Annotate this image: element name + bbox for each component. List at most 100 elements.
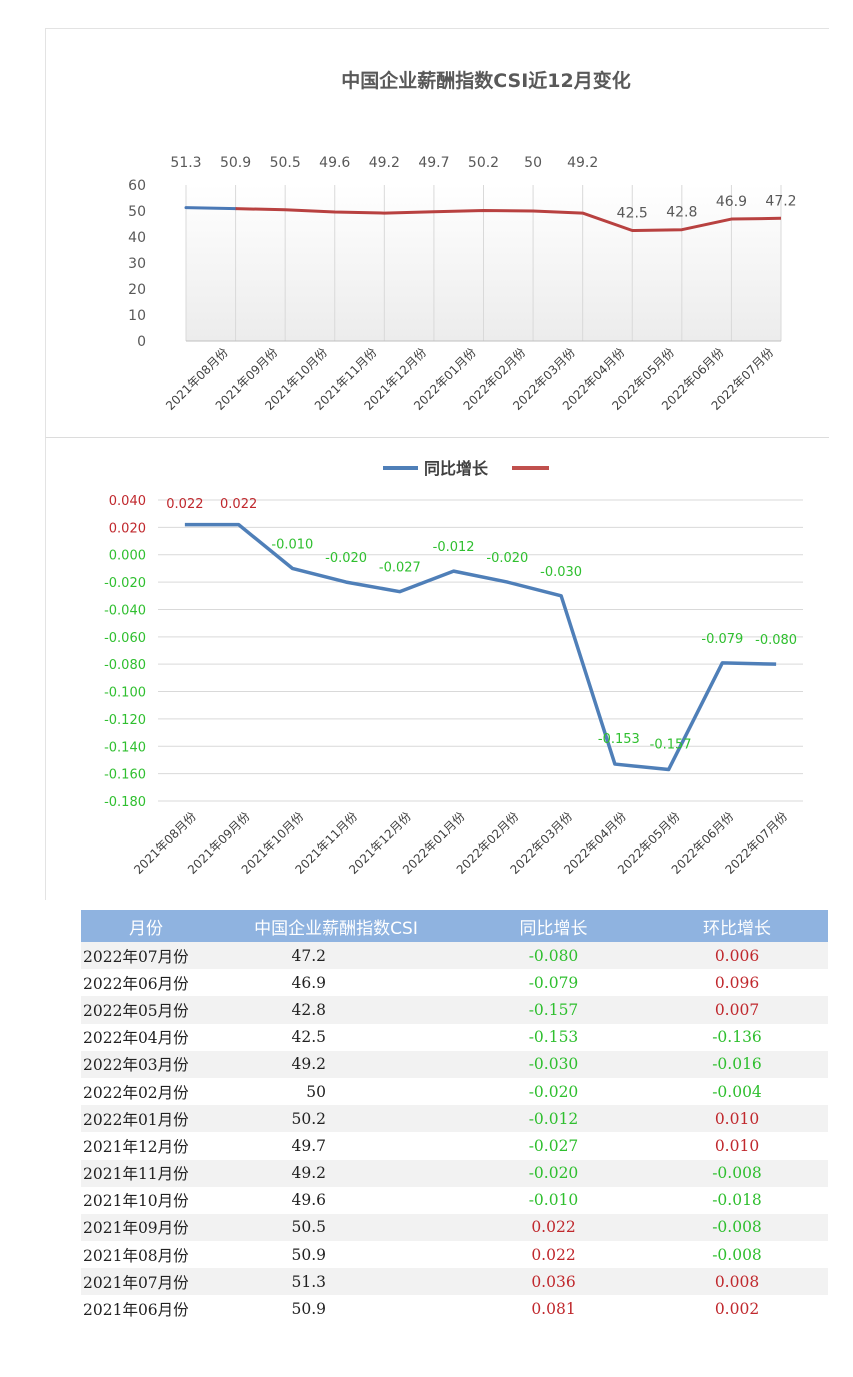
data-label: 50.5 — [270, 155, 301, 171]
cell-month: 2022年03月份 — [81, 1050, 211, 1078]
y-tick-label: 0.000 — [109, 549, 146, 564]
data-label: 0.022 — [166, 497, 203, 512]
cell-month: 2021年09月份 — [81, 1213, 211, 1242]
cell-yoy: -0.153 — [528, 1028, 579, 1047]
cell-mom: 0.007 — [646, 996, 828, 1024]
cell-mom: -0.008 — [646, 1159, 828, 1187]
table-row: 2021年09月份 50.5 0.022 -0.008 — [81, 1213, 828, 1242]
data-label: 49.2 — [567, 155, 598, 171]
cell-mom: 0.006 — [646, 942, 828, 970]
y-tick-label: 0.040 — [109, 494, 146, 509]
yoy-line-chart: 同比增长 0.040 0.020 0.000 -0.020 -0.040 -0.060 -0.… — [104, 459, 803, 877]
y-tick-label: 30 — [128, 256, 146, 272]
yoy-chart-panel: 同比增长 0.040 0.020 0.000 -0.020 -0.040 -0.060 -0.… — [45, 437, 829, 900]
cell-yoy: -0.080 — [461, 942, 646, 970]
y-tick-label: -0.160 — [104, 768, 146, 783]
cell-csi: 50.9 — [291, 1300, 326, 1319]
data-label: 50 — [524, 155, 542, 171]
cell-csi: 42.8 — [211, 996, 461, 1024]
legend-label-yoy: 同比增长 — [424, 459, 489, 478]
cell-mom: 0.096 — [714, 973, 760, 992]
data-label: 0.022 — [220, 497, 257, 512]
table-row: 2021年11月份 49.2 -0.020 -0.008 — [81, 1159, 828, 1187]
cell-month: 2021年11月份 — [81, 1159, 211, 1187]
cell-mom: 0.008 — [646, 1268, 828, 1296]
cell-csi: 50.2 — [211, 1105, 461, 1133]
cell-month: 2021年07月份 — [81, 1268, 211, 1296]
data-label: -0.010 — [271, 537, 313, 552]
chart-title: 中国企业薪酬指数CSI近12月变化 — [341, 69, 631, 92]
cell-csi: 50.9 — [291, 1245, 326, 1264]
cell-month: 2022年04月份 — [83, 1029, 189, 1048]
data-label: -0.027 — [379, 561, 421, 576]
data-label: -0.157 — [650, 738, 692, 753]
cell-yoy: -0.030 — [461, 1050, 646, 1078]
y-tick-label: 40 — [128, 230, 146, 246]
csi-data-table: 月份 中国企业薪酬指数CSI 同比增长 环比增长 2022年07月份 47.2 -0… — [81, 910, 828, 1323]
cell-yoy: 0.022 — [531, 1245, 576, 1264]
y-tick-label: 20 — [128, 282, 146, 298]
y-tick-label: -0.180 — [104, 795, 146, 810]
data-label: 50.9 — [220, 155, 251, 171]
data-label: -0.012 — [433, 540, 475, 555]
cell-month: 2022年06月份 — [83, 974, 189, 993]
table-row: 2022年02月份 50 -0.020 -0.004 — [81, 1078, 828, 1105]
series-line-yoy — [184, 522, 777, 772]
cell-mom: 0.010 — [714, 1136, 760, 1155]
cell-month: 2022年07月份 — [81, 942, 211, 970]
cell-yoy: -0.157 — [461, 996, 646, 1024]
y-tick-label: 60 — [128, 178, 146, 194]
cell-csi: 51.3 — [211, 1268, 461, 1296]
y-tick-label: -0.020 — [104, 576, 146, 591]
cell-mom: -0.004 — [712, 1082, 762, 1101]
table-row: 2021年10月份 49.6 -0.010 -0.018 — [81, 1187, 828, 1214]
y-tick-label: -0.100 — [104, 686, 146, 701]
series-line-segment — [184, 206, 238, 211]
data-label: -0.030 — [540, 565, 582, 580]
cell-csi: 46.9 — [291, 973, 326, 992]
cell-mom: -0.008 — [712, 1245, 762, 1264]
cell-yoy: -0.010 — [528, 1191, 579, 1210]
cell-month: 2021年10月份 — [83, 1192, 189, 1211]
data-label: -0.080 — [755, 633, 797, 648]
y-tick-label: -0.060 — [104, 631, 146, 646]
table-row: 2022年04月份 42.5 -0.153 -0.136 — [81, 1024, 828, 1051]
cell-yoy: -0.020 — [461, 1159, 646, 1187]
table-row: 2021年12月份 49.7 -0.027 0.010 — [81, 1132, 828, 1159]
cell-mom: 0.002 — [714, 1300, 760, 1319]
cell-csi: 42.5 — [291, 1028, 326, 1047]
y-tick-label: -0.120 — [104, 713, 146, 728]
cell-yoy: -0.027 — [528, 1136, 579, 1155]
y-tick-label: 0.020 — [109, 521, 146, 536]
table-row: 2021年07月份 51.3 0.036 0.008 — [81, 1268, 828, 1296]
csi-line-chart: 中国企业薪酬指数CSI近12月变化 0 10 20 30 40 50 60 51.3 50.9 50… — [128, 69, 796, 413]
data-label: 49.6 — [319, 155, 350, 171]
y-tick-label: -0.080 — [104, 658, 146, 673]
data-label: 46.9 — [716, 194, 747, 210]
data-label: -0.153 — [598, 732, 640, 747]
table-row: 2022年07月份 47.2 -0.080 0.006 — [81, 942, 828, 970]
table-row: 2021年06月份 50.9 0.081 0.002 — [81, 1295, 828, 1322]
cell-mom: -0.016 — [646, 1050, 828, 1078]
data-label: 49.7 — [418, 155, 449, 171]
header-month: 月份 — [81, 910, 211, 942]
header-csi: 中国企业薪酬指数CSI — [211, 910, 461, 942]
cell-month: 2022年01月份 — [81, 1105, 211, 1133]
cell-month: 2021年12月份 — [83, 1137, 189, 1156]
cell-month: 2022年05月份 — [81, 996, 211, 1024]
y-tick-label: 0 — [137, 334, 146, 350]
cell-mom: -0.008 — [646, 1213, 828, 1242]
cell-yoy: 0.036 — [461, 1268, 646, 1296]
cell-mom: -0.018 — [712, 1191, 762, 1210]
cell-month: 2022年02月份 — [83, 1083, 189, 1102]
cell-yoy: -0.012 — [461, 1105, 646, 1133]
cell-csi: 49.2 — [211, 1050, 461, 1078]
data-label: 49.2 — [369, 155, 400, 171]
cell-month: 2021年06月份 — [83, 1301, 189, 1320]
cell-mom: 0.010 — [646, 1105, 828, 1133]
cell-csi: 49.7 — [291, 1136, 326, 1155]
cell-csi: 50 — [306, 1082, 326, 1101]
data-label: 42.5 — [617, 206, 648, 222]
data-label: 50.2 — [468, 155, 499, 171]
y-tick-label: 10 — [128, 308, 146, 324]
